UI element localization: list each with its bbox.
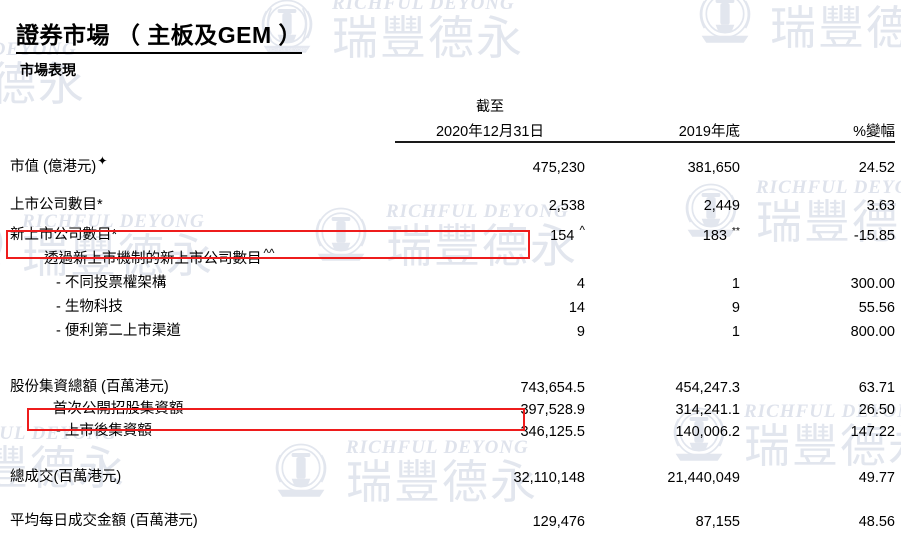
value-2019: 183 ** xyxy=(702,226,740,244)
value-change: -15.85 xyxy=(853,228,895,244)
table-row: - 便利第二上市渠道 9 1 800.00 xyxy=(10,316,895,340)
value-change: 24.52 xyxy=(858,160,895,176)
value-2020: 32,110,148 xyxy=(513,470,586,486)
section-subtitle: 市場表現 xyxy=(20,62,76,78)
richful-emblem-icon xyxy=(686,0,764,56)
table-header-row: 2020年12月31日 2019年底 %變幅 xyxy=(10,116,895,143)
table-head: 截至 2020年12月31日 2019年底 %變幅 xyxy=(10,96,895,143)
value-2020 xyxy=(395,244,585,268)
header-spacer xyxy=(10,96,395,116)
value-2019: 314,241.1 xyxy=(675,402,740,418)
row-label: 總成交(百萬港元) xyxy=(10,469,122,485)
value-2020: 2,538 xyxy=(548,198,585,214)
table-row: - 生物科技 14 9 55.56 xyxy=(10,292,895,316)
column-header-2020: 2020年12月31日 xyxy=(395,116,585,143)
value-2020: 475,230 xyxy=(532,160,585,176)
value-2019: 2,449 xyxy=(703,198,740,214)
value-superscript: ** xyxy=(728,226,740,238)
value-superscript: ^ xyxy=(576,224,585,238)
value-change: 49.77 xyxy=(858,470,895,486)
value-2019 xyxy=(585,244,740,268)
header-spacer-3 xyxy=(740,96,895,116)
row-label: - 生物科技 xyxy=(56,299,123,315)
table-row: - 上市後集資額 346,125.5 140,006.2 147.22 xyxy=(10,418,895,440)
value-2020: 397,528.9 xyxy=(520,402,585,418)
value-2020: 743,654.5 xyxy=(520,380,585,396)
value-change: 300.00 xyxy=(850,276,895,292)
value-2019: 381,650 xyxy=(687,160,740,176)
value-change: 26.50 xyxy=(858,402,895,418)
watermark-english: RICHFUL DEYONG xyxy=(332,0,515,14)
value-change: 147.22 xyxy=(850,424,895,440)
table-row: 新上市公司數目* 154 ^ 183 ** -15.85 xyxy=(10,214,895,244)
row-label: 平均每日成交金額 (百萬港元) xyxy=(10,513,198,529)
value-2019: 1 xyxy=(731,324,740,340)
row-label: - 便利第二上市渠道 xyxy=(56,323,181,339)
value-change: 800.00 xyxy=(850,324,895,340)
value-change: 55.56 xyxy=(858,300,895,316)
watermark-chinese: 瑞豐德永 xyxy=(770,0,901,55)
watermark-mark: RICHFUL DEYONG 瑞豐德永 xyxy=(686,0,901,56)
value-2020: 4 xyxy=(576,276,585,292)
watermark-english: RICHFUL DEYONG xyxy=(770,0,901,3)
column-header-2019: 2019年底 xyxy=(585,116,740,143)
table-row: 上市公司數目* 2,538 2,449 3.63 xyxy=(10,176,895,214)
row-label: - 不同投票權架構 xyxy=(56,275,167,291)
value-2019: 1 xyxy=(731,276,740,292)
value-2019: 9 xyxy=(731,300,740,316)
value-2020: 154 ^ xyxy=(550,224,585,244)
value-2019: 140,006.2 xyxy=(675,424,740,440)
row-label: 新上市公司數目* xyxy=(10,227,118,243)
table-row: 平均每日成交金額 (百萬港元) 129,476 87,155 48.56 xyxy=(10,486,895,530)
column-header-change: %變幅 xyxy=(740,116,895,143)
table-header-group-row: 截至 xyxy=(10,96,895,116)
header-group-asof: 截至 xyxy=(476,98,504,114)
value-change xyxy=(740,244,895,268)
value-2020: 346,125.5 xyxy=(520,424,585,440)
value-2019: 21,440,049 xyxy=(667,470,740,486)
row-label: 透過新上市機制的新上市公司數目 ^^ xyxy=(44,247,275,267)
row-label: - 上市後集資額 xyxy=(56,423,152,439)
value-2019: 87,155 xyxy=(695,514,740,530)
row-label-superscript: ✦ xyxy=(97,154,108,169)
row-label: 股份集資總額 (百萬港元) xyxy=(10,379,169,395)
page-title: 證券市場 （ 主板及GEM ） xyxy=(16,16,303,54)
table-row: 透過新上市機制的新上市公司數目 ^^ xyxy=(10,244,895,268)
table-body: 市值 (億港元)✦ 475,230 381,650 24.52 上市公司數目* 2,538… xyxy=(10,142,895,530)
row-label: 上市公司數目* xyxy=(10,197,103,213)
value-change: 3.63 xyxy=(866,198,895,214)
value-2020: 129,476 xyxy=(532,514,585,530)
table-row: - 首次公開招股集資額 397,528.9 314,241.1 26.50 xyxy=(10,396,895,418)
value-2020: 14 xyxy=(568,300,585,316)
header-spacer-2 xyxy=(585,96,740,116)
row-label: - 首次公開招股集資額 xyxy=(44,401,184,417)
table-row: - 不同投票權架構 4 1 300.00 xyxy=(10,268,895,292)
watermark-text: RICHFUL DEYONG 瑞豐德永 xyxy=(332,0,524,61)
table-row: 總成交(百萬港元) 32,110,148 21,440,049 49.77 xyxy=(10,440,895,486)
value-change: 63.71 xyxy=(858,380,895,396)
table-row: 市值 (億港元)✦ 475,230 381,650 24.52 xyxy=(10,142,895,176)
watermark-chinese: 瑞豐德永 xyxy=(332,10,524,65)
value-2020: 9 xyxy=(576,324,585,340)
watermark-text: RICHFUL DEYONG 瑞豐德永 xyxy=(770,0,901,51)
row-label: 市值 (億港元)✦ xyxy=(10,154,108,175)
table-row: 股份集資總額 (百萬港元) 743,654.5 454,247.3 63.71 xyxy=(10,340,895,396)
value-2019: 454,247.3 xyxy=(675,380,740,396)
market-performance-table: 截至 2020年12月31日 2019年底 %變幅 市值 (億港元)✦ 475,2… xyxy=(10,96,895,530)
row-label-superscript: ^^ xyxy=(263,247,275,261)
value-change: 48.56 xyxy=(858,514,895,530)
column-header-label xyxy=(10,116,395,142)
